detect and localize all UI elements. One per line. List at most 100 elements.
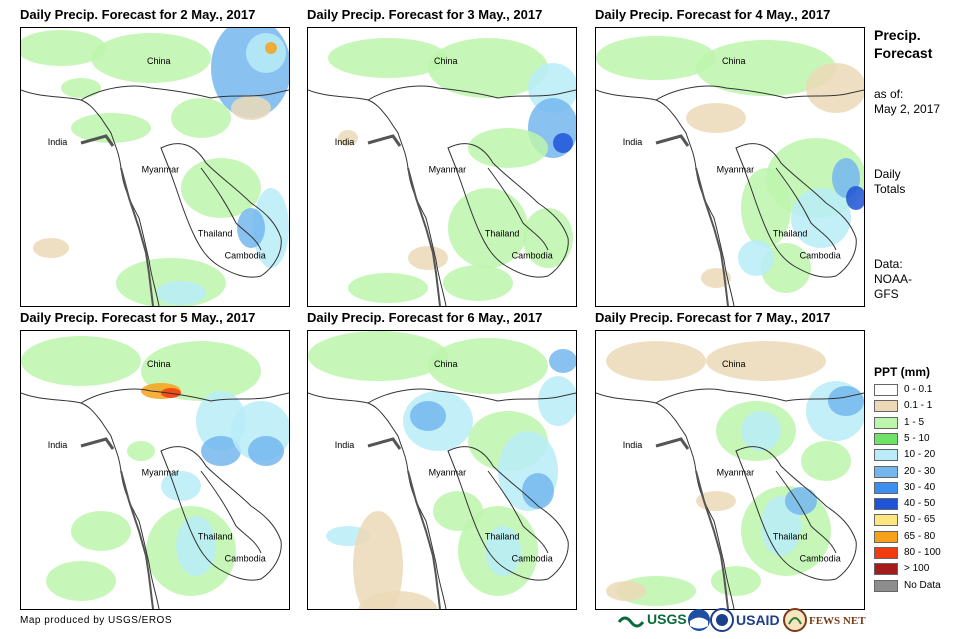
place-label-china: China bbox=[722, 56, 746, 66]
precip-area bbox=[21, 30, 106, 66]
totals-line: Totals bbox=[874, 182, 906, 196]
daily-line: Daily bbox=[874, 167, 901, 181]
country-borders bbox=[21, 85, 289, 306]
border-line bbox=[735, 446, 857, 581]
precip-area bbox=[846, 186, 864, 210]
legend-item: No Data bbox=[874, 579, 964, 594]
legend-swatch bbox=[874, 400, 898, 413]
map-svg: China India Myanmar Thailand Cambodia bbox=[596, 36, 864, 306]
daily-totals-label: Daily Totals bbox=[874, 167, 905, 197]
precip-area bbox=[46, 561, 116, 601]
place-label-china: China bbox=[147, 359, 171, 369]
legend-item: 80 - 100 bbox=[874, 546, 964, 561]
precip-field bbox=[21, 28, 289, 306]
precip-area bbox=[71, 511, 131, 551]
precip-area bbox=[156, 281, 206, 305]
legend-swatch bbox=[874, 498, 898, 511]
legend-swatch bbox=[874, 530, 898, 543]
border-line bbox=[447, 143, 569, 278]
border-line bbox=[367, 85, 576, 101]
legend-item: 10 - 20 bbox=[874, 448, 964, 463]
precip-field bbox=[596, 36, 864, 293]
legend-label: 1 - 5 bbox=[904, 416, 925, 428]
precip-area bbox=[171, 98, 231, 138]
place-label-china: China bbox=[434, 359, 458, 369]
place-label-cambodia: Cambodia bbox=[800, 554, 841, 564]
precip-area bbox=[596, 36, 716, 80]
country-borders bbox=[596, 388, 864, 609]
border-line bbox=[80, 388, 289, 404]
legend-item: 30 - 40 bbox=[874, 481, 964, 496]
precip-area bbox=[741, 168, 791, 248]
legend-item: 1 - 5 bbox=[874, 416, 964, 431]
usaid-logo-text: USAID bbox=[736, 612, 780, 628]
precip-area bbox=[21, 336, 141, 386]
border-line bbox=[200, 470, 262, 554]
legend-title: PPT (mm) bbox=[874, 365, 931, 379]
as-of-label: as of: bbox=[874, 87, 904, 101]
coastline bbox=[695, 470, 729, 609]
place-label-cambodia: Cambodia bbox=[512, 554, 553, 564]
place-label-myanmar: Myanmar bbox=[429, 165, 467, 175]
place-label-thailand: Thailand bbox=[485, 532, 520, 542]
place-label-cambodia: Cambodia bbox=[225, 554, 266, 564]
precip-area bbox=[696, 40, 836, 96]
place-label-china: China bbox=[722, 359, 746, 369]
place-label-cambodia: Cambodia bbox=[225, 251, 266, 261]
place-label-thailand: Thailand bbox=[773, 229, 808, 239]
precip-area bbox=[33, 238, 69, 258]
coastline bbox=[407, 470, 441, 609]
legend-label: No Data bbox=[904, 579, 941, 591]
precip-area bbox=[738, 240, 774, 276]
legend-item: 0.1 - 1 bbox=[874, 399, 964, 414]
country-borders bbox=[21, 388, 289, 609]
precip-area bbox=[711, 566, 761, 596]
precip-map: China India Myanmar Thailand Cambodia bbox=[595, 330, 865, 610]
panel-title: Daily Precip. Forecast for 4 May., 2017 bbox=[595, 7, 831, 22]
legend-swatch bbox=[874, 563, 898, 576]
place-label-india: India bbox=[48, 137, 68, 147]
data-source: Data: NOAA- GFS bbox=[874, 257, 912, 302]
legend-swatch bbox=[874, 481, 898, 494]
legend-label: 20 - 30 bbox=[904, 465, 936, 477]
as-of-value: May 2, 2017 bbox=[874, 102, 941, 116]
precip-area bbox=[237, 208, 265, 248]
precip-field bbox=[308, 331, 576, 609]
precip-field bbox=[606, 341, 864, 606]
border-line bbox=[80, 85, 289, 101]
legend-swatch bbox=[874, 465, 898, 478]
data-source-line: GFS bbox=[874, 287, 899, 301]
coastline bbox=[407, 167, 441, 306]
panel-title: Daily Precip. Forecast for 5 May., 2017 bbox=[20, 310, 256, 325]
map-svg: China India Myanmar Thailand Cambodia bbox=[596, 341, 864, 609]
country-borders bbox=[308, 85, 576, 306]
map-svg: China India Myanmar Thailand Cambodia bbox=[308, 331, 576, 609]
border-line bbox=[447, 446, 569, 581]
border-line bbox=[487, 470, 549, 554]
panel-title: Daily Precip. Forecast for 7 May., 2017 bbox=[595, 310, 831, 325]
precip-area bbox=[468, 128, 548, 168]
precip-area bbox=[353, 511, 403, 609]
precip-area bbox=[181, 158, 261, 218]
place-label-india: India bbox=[48, 440, 68, 450]
precip-area bbox=[176, 516, 216, 576]
place-label-india: India bbox=[623, 137, 643, 147]
precip-area bbox=[253, 188, 289, 268]
precip-area bbox=[528, 63, 576, 113]
place-label-myanmar: Myanmar bbox=[717, 165, 755, 175]
border-line bbox=[160, 446, 282, 581]
map-credit: Map produced by USGS/EROS bbox=[20, 615, 173, 626]
coastline bbox=[120, 167, 154, 306]
place-label-thailand: Thailand bbox=[198, 532, 233, 542]
precip-area bbox=[201, 436, 241, 466]
precip-area bbox=[791, 188, 851, 248]
legend-swatch bbox=[874, 579, 898, 592]
precip-area bbox=[785, 487, 817, 515]
legend-label: 65 - 80 bbox=[904, 530, 936, 542]
precip-area bbox=[248, 436, 284, 466]
data-source-line: NOAA- bbox=[874, 272, 913, 286]
sidebar-title-line1: Precip. bbox=[874, 27, 921, 43]
place-label-cambodia: Cambodia bbox=[512, 251, 553, 261]
precip-area bbox=[801, 441, 851, 481]
place-label-thailand: Thailand bbox=[485, 229, 520, 239]
